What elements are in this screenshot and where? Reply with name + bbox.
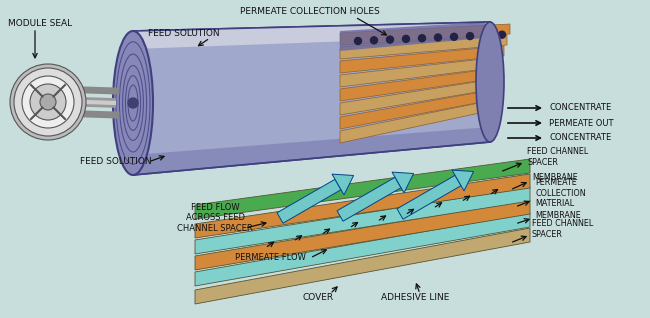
- Polygon shape: [195, 159, 530, 219]
- Text: FEED FLOW
ACROSS FEED
CHANNEL SPACER: FEED FLOW ACROSS FEED CHANNEL SPACER: [177, 203, 253, 233]
- Polygon shape: [340, 57, 501, 87]
- Polygon shape: [337, 177, 401, 221]
- Text: COVER: COVER: [302, 294, 333, 302]
- Polygon shape: [133, 22, 490, 175]
- Polygon shape: [195, 174, 530, 238]
- Circle shape: [419, 35, 426, 42]
- Polygon shape: [392, 172, 413, 193]
- Text: FEED CHANNEL
SPACER: FEED CHANNEL SPACER: [527, 147, 588, 167]
- Polygon shape: [195, 187, 530, 254]
- Text: FEED SOLUTION: FEED SOLUTION: [148, 30, 220, 38]
- Circle shape: [10, 64, 86, 140]
- Text: ADHESIVE LINE: ADHESIVE LINE: [381, 294, 449, 302]
- Polygon shape: [340, 35, 507, 59]
- Polygon shape: [397, 175, 461, 219]
- Polygon shape: [133, 127, 490, 175]
- Circle shape: [482, 32, 489, 39]
- Text: MEMBRANE: MEMBRANE: [535, 211, 580, 219]
- Text: FEED SOLUTION: FEED SOLUTION: [80, 157, 151, 167]
- Polygon shape: [133, 22, 490, 49]
- Polygon shape: [340, 24, 510, 45]
- Polygon shape: [452, 170, 474, 191]
- Text: PERMEATE
COLLECTION
MATERIAL: PERMEATE COLLECTION MATERIAL: [535, 178, 586, 208]
- Polygon shape: [340, 46, 504, 73]
- Text: PERMEATE OUT: PERMEATE OUT: [549, 119, 614, 128]
- Circle shape: [434, 34, 441, 41]
- Circle shape: [370, 37, 378, 44]
- Text: PERMEATE FLOW: PERMEATE FLOW: [235, 253, 306, 262]
- Polygon shape: [340, 90, 492, 129]
- Polygon shape: [332, 174, 354, 195]
- Circle shape: [450, 33, 458, 40]
- Circle shape: [30, 84, 66, 120]
- Circle shape: [499, 31, 506, 38]
- Ellipse shape: [476, 22, 504, 142]
- Text: FEED CHANNEL
SPACER: FEED CHANNEL SPACER: [532, 219, 593, 239]
- Circle shape: [40, 94, 56, 110]
- Polygon shape: [195, 228, 530, 304]
- Polygon shape: [340, 101, 489, 143]
- Text: MODULE SEAL: MODULE SEAL: [8, 19, 72, 29]
- Circle shape: [354, 38, 361, 45]
- Circle shape: [22, 76, 74, 128]
- Polygon shape: [340, 79, 495, 115]
- Text: CONCENTRATE: CONCENTRATE: [549, 134, 611, 142]
- Text: CONCENTRATE: CONCENTRATE: [549, 103, 611, 113]
- Text: MEMBRANE: MEMBRANE: [532, 174, 578, 183]
- Polygon shape: [195, 200, 530, 270]
- Circle shape: [387, 36, 393, 43]
- Circle shape: [467, 33, 473, 40]
- Polygon shape: [340, 68, 498, 101]
- Polygon shape: [195, 213, 530, 286]
- Polygon shape: [340, 22, 485, 51]
- Polygon shape: [277, 179, 341, 223]
- Circle shape: [128, 98, 138, 108]
- Circle shape: [402, 35, 410, 42]
- Text: PERMEATE COLLECTION HOLES: PERMEATE COLLECTION HOLES: [240, 8, 380, 17]
- Circle shape: [14, 68, 82, 136]
- Ellipse shape: [113, 31, 153, 175]
